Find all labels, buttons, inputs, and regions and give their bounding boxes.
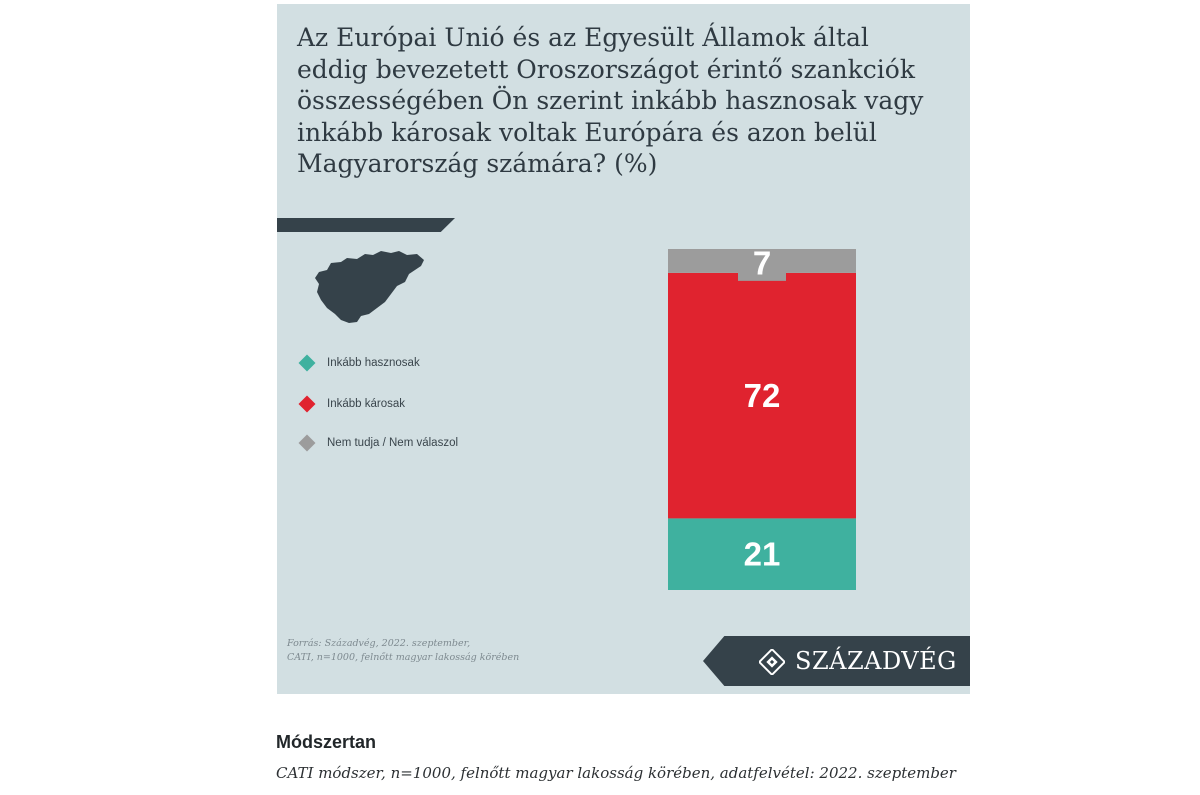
hungary-map-icon: [315, 251, 424, 323]
legend-label-negative: Inkább károsak: [327, 398, 405, 410]
source-note: Forrás: Századvég, 2022. szeptember, CAT…: [287, 637, 587, 665]
bar-label-unknown: 7: [753, 244, 771, 281]
legend-item-positive: Inkább hasznosak: [298, 353, 420, 373]
logo-banner: SZÁZADVÉG: [703, 636, 970, 686]
title-underline-bar: [277, 218, 455, 232]
method-text: CATI módszer, n=1000, felnőtt magyar lak…: [276, 764, 956, 782]
bar-label-negative: 72: [744, 377, 781, 414]
bar-label-positive: 21: [744, 536, 781, 573]
logo-text: SZÁZADVÉG: [795, 647, 957, 675]
chart-title: Az Európai Unió és az Egyesült Államok á…: [297, 23, 924, 178]
infographic-card: Az Európai Unió és az Egyesült Államok á…: [277, 4, 970, 694]
legend-item-negative: Inkább károsak: [298, 394, 405, 414]
bar-segment-positive: [668, 518, 856, 590]
source-line-1: Forrás: Századvég, 2022. szeptember,: [287, 638, 471, 649]
legend-item-unknown: Nem tudja / Nem válaszol: [298, 433, 459, 453]
logo-diamond-icon: [759, 649, 785, 675]
bar-segment-negative: [668, 272, 856, 519]
stacked-bar-chart: 21 72 7: [668, 244, 856, 590]
legend-label-positive: Inkább hasznosak: [327, 357, 420, 369]
method-heading: Módszertan: [276, 732, 377, 752]
bar-label-tab-unknown: [738, 249, 786, 281]
legend-label-unknown: Nem tudja / Nem válaszol: [327, 437, 459, 449]
source-line-2: CATI, n=1000, felnőtt magyar lakosság kö…: [287, 652, 520, 663]
